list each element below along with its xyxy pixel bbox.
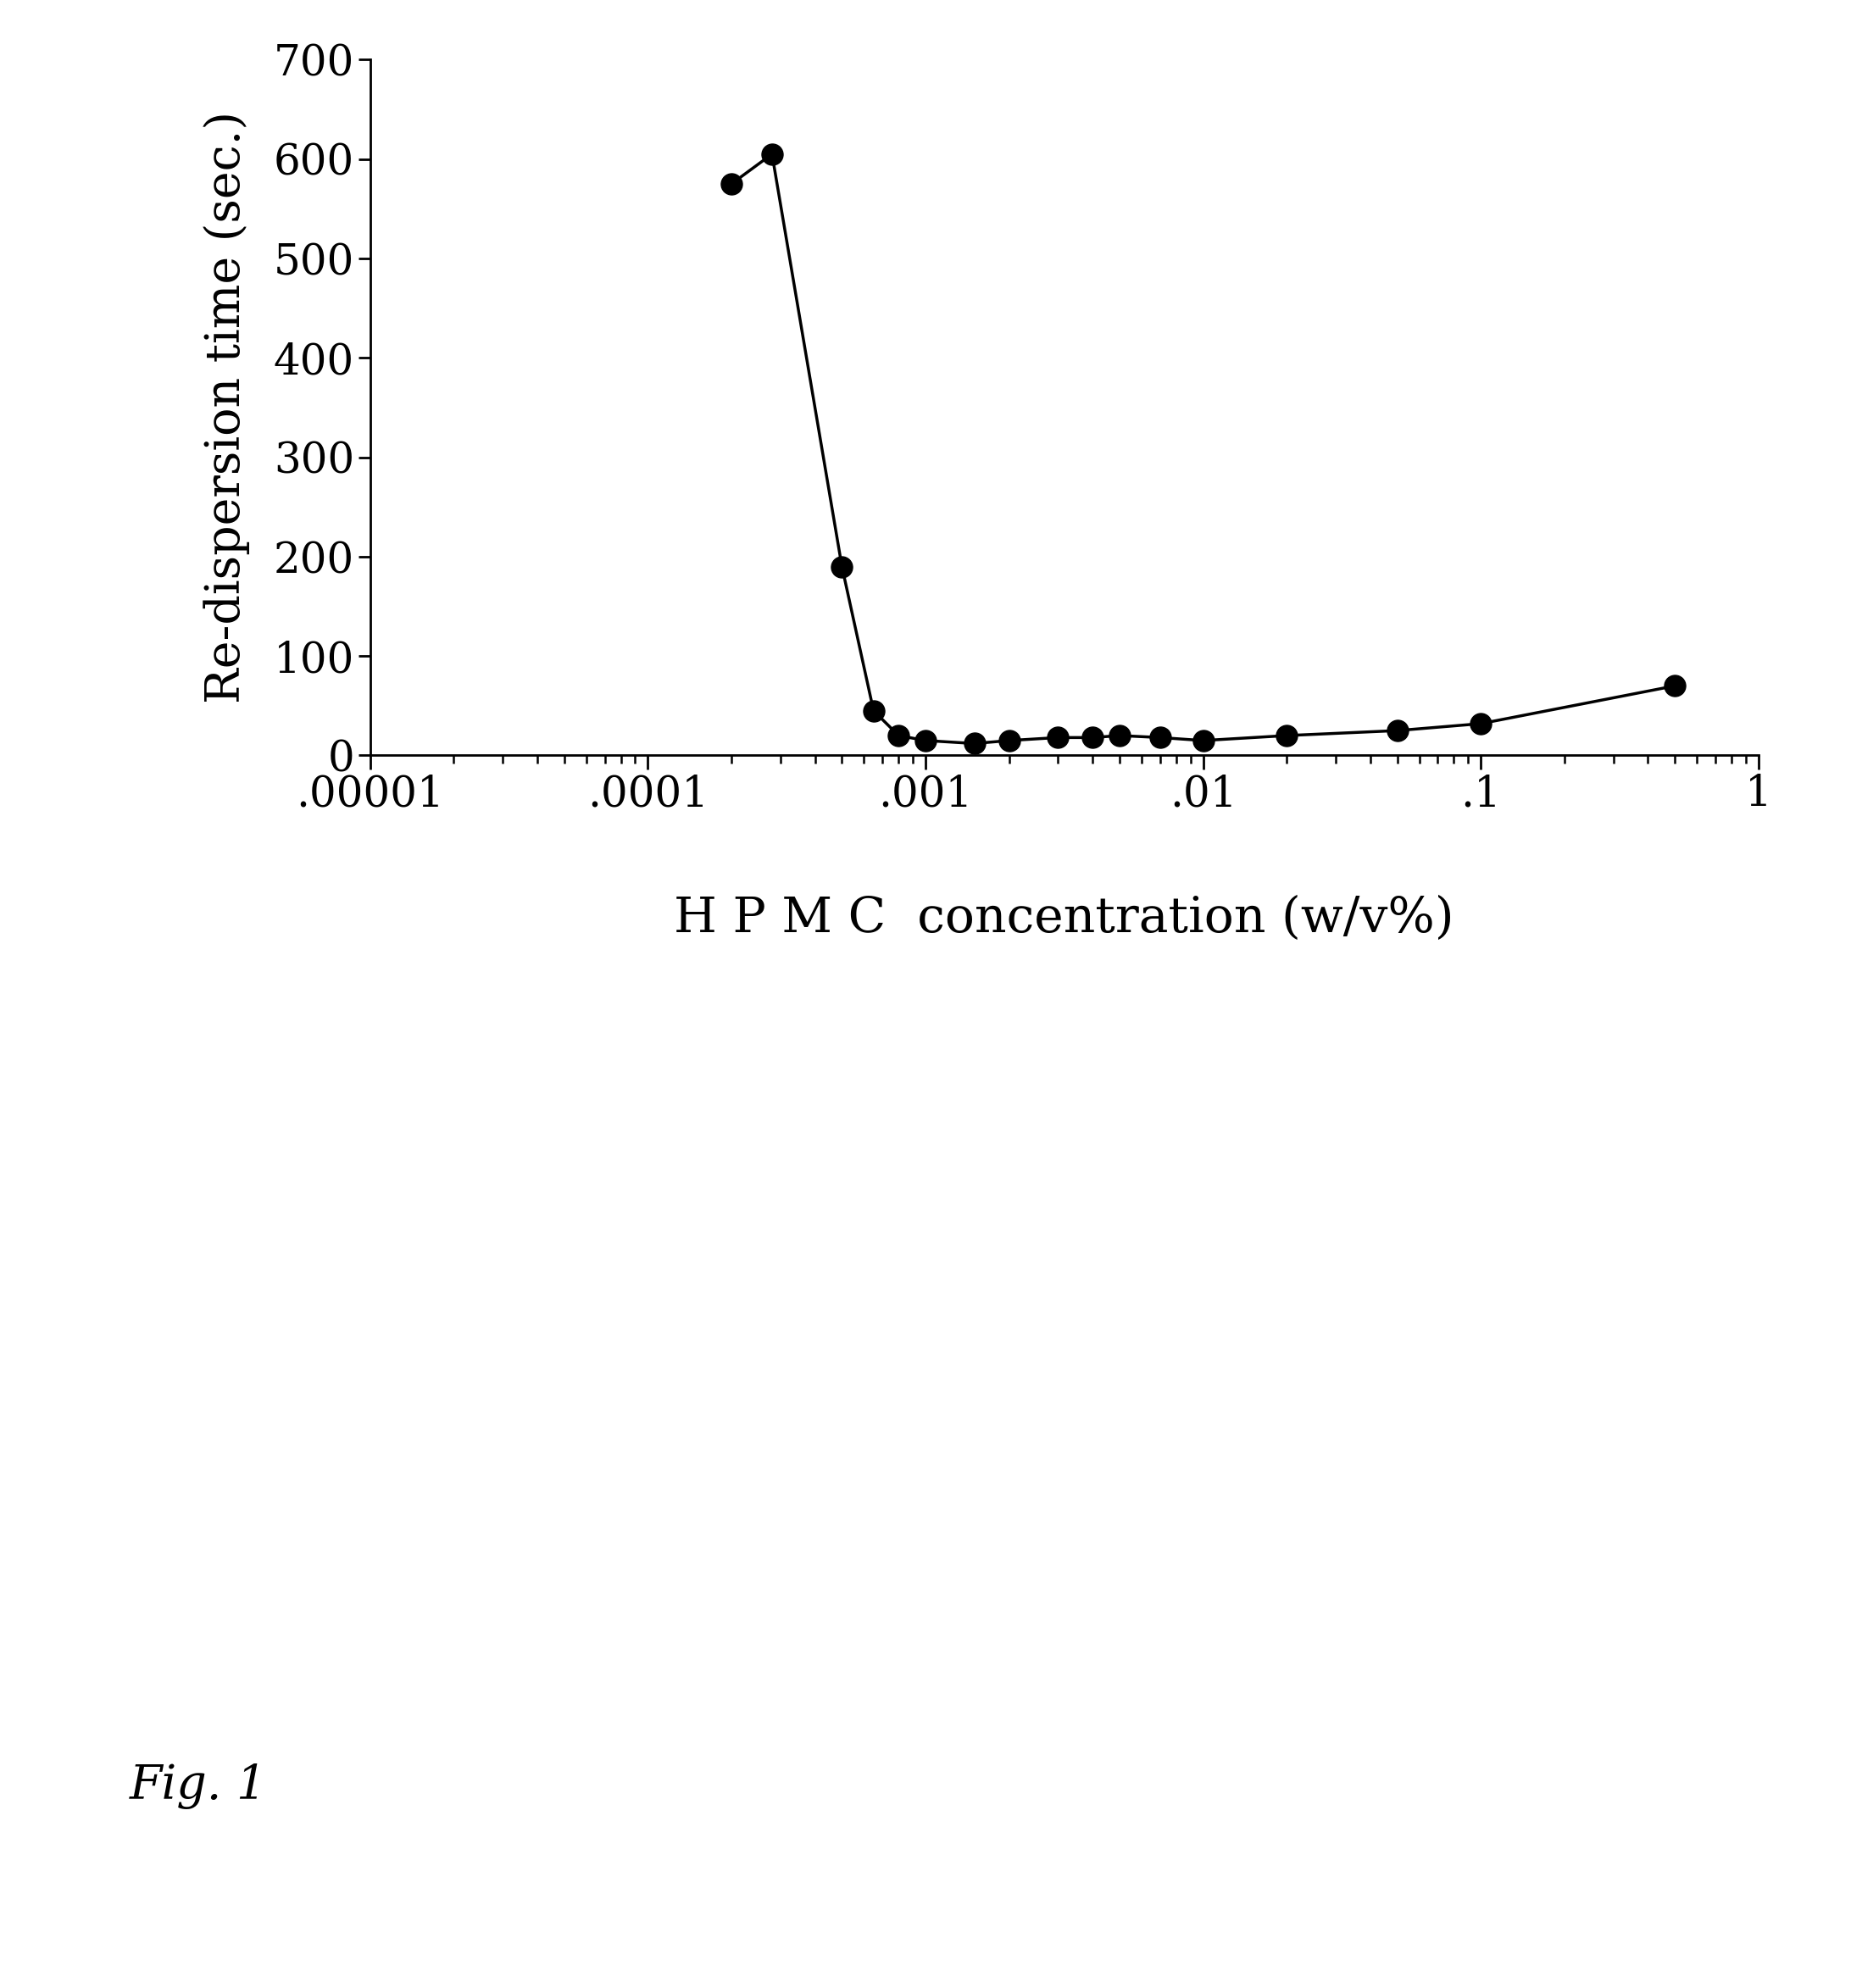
Y-axis label: Re-dispersion time (sec.): Re-dispersion time (sec.) — [204, 111, 250, 704]
Text: H P M C  concentration (w/v%): H P M C concentration (w/v%) — [674, 895, 1455, 942]
Text: Fig. 1: Fig. 1 — [130, 1763, 267, 1809]
